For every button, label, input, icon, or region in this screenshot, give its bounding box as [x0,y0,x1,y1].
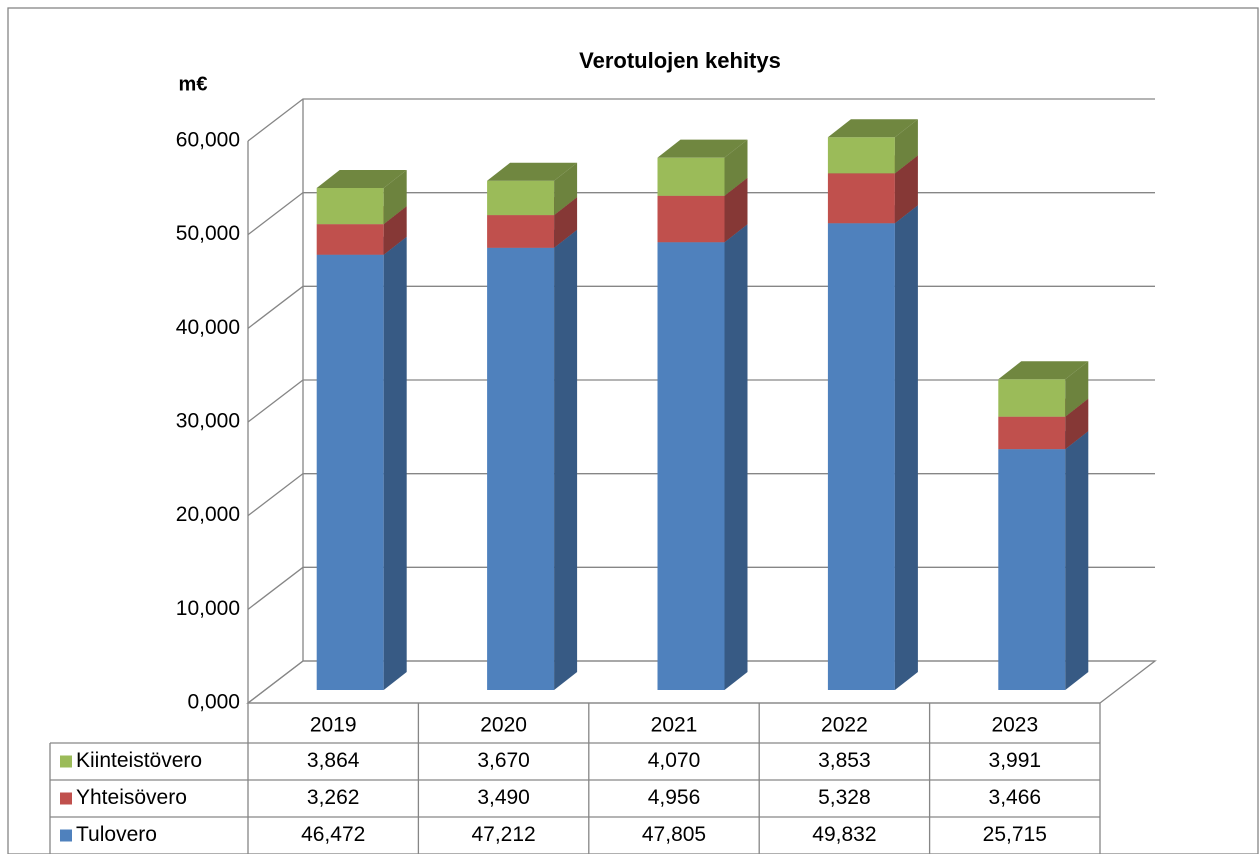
bar-segment [487,215,555,248]
table-value: 3,262 [307,786,360,809]
legend-label: Kiinteistövero [76,749,202,772]
legend-swatch [60,755,72,768]
bar-top [487,162,578,181]
grid-line [247,98,1155,142]
y-tick-label: 20,000 [176,503,240,526]
table-value: 47,805 [642,823,706,846]
table-value: 47,212 [471,823,535,846]
bar-segment [998,449,1066,690]
table-value: 5,328 [818,786,871,809]
y-tick-label: 10,000 [176,597,240,620]
bar-segment [657,195,725,243]
table-value: 25,715 [983,823,1047,846]
bar-side [724,224,748,690]
table-value: 3,864 [307,749,360,772]
bar-segment [998,416,1066,450]
bar-segment [657,242,725,690]
bar-segment [316,224,384,255]
legend-label: Yhteisövero [76,786,187,809]
table-value: 4,070 [648,749,701,772]
legend-swatch [60,792,72,805]
y-tick-label: 0,000 [187,691,240,714]
bar-segment [316,254,384,690]
table-value: 3,670 [477,749,530,772]
bar-segment [827,173,895,224]
bar-side [383,169,407,225]
x-tick-label: 2022 [821,714,868,737]
chart-title: Verotulojen kehitys [579,48,781,73]
bar-side [724,177,748,243]
bar-side [894,205,918,690]
bar-segment [827,137,895,174]
table-value: 3,490 [477,786,530,809]
bar-side [894,119,918,174]
table-value: 46,472 [301,823,365,846]
bar-segment [316,187,384,225]
table-value: 4,956 [648,786,701,809]
y-tick-label: 50,000 [176,222,240,245]
table-value: 3,466 [989,786,1042,809]
bar-side [1065,398,1089,450]
legend-swatch [60,829,72,842]
bar-top [316,169,407,188]
table-value: 49,832 [812,823,876,846]
table-value: 3,853 [818,749,871,772]
x-tick-label: 2019 [310,714,357,737]
table-value: 3,991 [989,749,1042,772]
bar-segment [487,247,555,690]
bar-side [554,229,578,690]
bar-side [554,197,578,248]
y-tick-label: 40,000 [176,316,240,339]
y-tick-label: 30,000 [176,410,240,433]
bar-top [657,139,748,158]
bar-segment [487,180,555,216]
bar-side [1065,431,1089,690]
bar-side [383,236,407,690]
y-tick-label: 60,000 [176,129,240,152]
x-tick-label: 2023 [991,714,1038,737]
legend-label: Tulovero [76,823,157,846]
bar-side [724,139,748,196]
y-axis-label: m€ [179,73,208,95]
bar-top [998,361,1089,380]
bar-side [554,162,578,216]
bar-segment [998,379,1066,417]
bar-side [383,206,407,255]
x-tick-label: 2021 [651,714,698,737]
bar-side [894,155,918,224]
x-tick-label: 2020 [480,714,527,737]
bar-top [827,119,918,138]
bar-segment [657,157,725,196]
bar-side [1065,361,1089,417]
bar-segment [827,223,895,690]
